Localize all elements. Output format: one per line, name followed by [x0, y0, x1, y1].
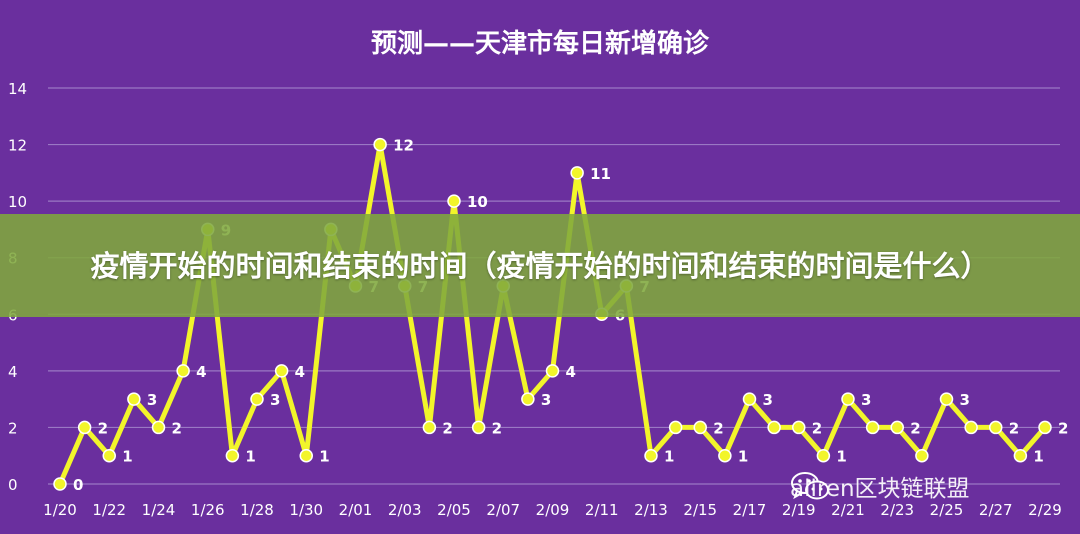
data-point — [447, 194, 461, 208]
y-tick-label: 4 — [8, 363, 18, 381]
y-tick-label: 0 — [8, 476, 18, 494]
data-point — [841, 392, 855, 406]
data-point — [915, 448, 929, 463]
x-tick-label: 1/20 — [43, 501, 77, 519]
x-tick-label: 2/05 — [437, 501, 471, 519]
x-tick-label: 1/28 — [240, 501, 274, 519]
x-tick-label: 2/29 — [1028, 501, 1062, 519]
wechat-icon — [791, 472, 829, 500]
data-point — [127, 392, 141, 406]
data-point — [865, 420, 880, 435]
data-label: 2 — [1009, 419, 1019, 437]
x-tick-label: 2/03 — [388, 501, 422, 519]
y-tick-label: 14 — [8, 80, 27, 98]
x-tick-label: 2/19 — [782, 501, 816, 519]
x-tick-label: 1/24 — [142, 501, 176, 519]
data-label: 2 — [172, 419, 182, 437]
x-tick-label: 1/26 — [191, 501, 225, 519]
data-point — [668, 420, 683, 435]
data-point — [767, 420, 781, 435]
data-point — [373, 137, 387, 152]
data-label: 2 — [492, 419, 502, 437]
headline-text: 疫情开始的时间和结束的时间（疫情开始的时间和结束的时间是什么） — [90, 248, 990, 283]
data-label: 4 — [196, 363, 206, 381]
data-point — [989, 420, 1003, 435]
x-axis-ticks: 1/20 1/22 1/24 1/26 1/28 1/30 2/01 2/03 2/05 2/07… — [43, 501, 1062, 519]
x-tick-label: 1/22 — [92, 501, 126, 519]
x-tick-label: 2/09 — [536, 501, 570, 519]
data-point — [792, 420, 806, 435]
data-label: 3 — [763, 391, 773, 409]
data-label: 3 — [861, 391, 871, 409]
data-point — [570, 166, 584, 180]
data-point — [102, 448, 116, 463]
y-tick-label: 12 — [8, 137, 27, 155]
data-label: 3 — [270, 391, 280, 409]
data-point — [250, 392, 264, 406]
data-point — [176, 364, 190, 378]
data-point — [1013, 448, 1028, 463]
data-point — [890, 420, 904, 435]
data-point — [545, 364, 560, 378]
data-point — [693, 420, 707, 435]
data-label: 1 — [319, 448, 329, 466]
data-label: 2 — [442, 419, 452, 437]
x-tick-label: 2/23 — [880, 501, 914, 519]
data-label: 1 — [122, 448, 132, 466]
data-label: 1 — [245, 448, 255, 466]
data-label: 10 — [467, 193, 488, 211]
data-point — [521, 392, 535, 406]
data-label: 2 — [1058, 419, 1068, 437]
data-point — [422, 420, 437, 435]
data-label: 1 — [1033, 448, 1043, 466]
data-label: 12 — [393, 137, 414, 155]
data-point — [742, 392, 757, 406]
chart-title: 预测——天津市每日新增确诊 — [371, 28, 710, 59]
data-label: 2 — [812, 419, 822, 437]
data-point — [151, 420, 166, 435]
data-label: 4 — [566, 363, 576, 381]
data-point — [471, 420, 486, 435]
data-point — [77, 420, 92, 435]
data-point — [816, 448, 831, 463]
data-point — [964, 420, 978, 435]
x-tick-label: 2/13 — [634, 501, 668, 519]
data-point — [644, 448, 658, 463]
watermark-text: aliren区块链联盟 — [790, 476, 970, 502]
x-tick-label: 1/30 — [289, 501, 323, 519]
data-label: 0 — [73, 476, 83, 494]
data-label: 1 — [664, 448, 674, 466]
x-tick-label: 2/27 — [979, 501, 1013, 519]
data-label: 11 — [590, 165, 611, 183]
data-label: 2 — [713, 419, 723, 437]
data-point — [939, 392, 954, 406]
data-label: 3 — [147, 391, 157, 409]
data-point — [225, 448, 240, 463]
headline-banner: 疫情开始的时间和结束的时间（疫情开始的时间和结束的时间是什么） — [0, 214, 1080, 317]
data-point — [299, 448, 313, 463]
x-tick-label: 2/11 — [585, 501, 619, 519]
x-tick-label: 2/07 — [486, 501, 520, 519]
data-point — [1038, 420, 1052, 435]
data-label: 1 — [738, 448, 748, 466]
data-point — [718, 448, 732, 463]
data-label: 2 — [910, 419, 920, 437]
x-tick-label: 2/25 — [930, 501, 964, 519]
data-label: 1 — [836, 448, 846, 466]
x-tick-label: 2/17 — [733, 501, 767, 519]
y-tick-label: 2 — [8, 419, 18, 437]
x-tick-label: 2/15 — [683, 501, 717, 519]
x-tick-label: 2/01 — [339, 501, 373, 519]
data-label: 3 — [960, 391, 970, 409]
data-label: 4 — [295, 363, 305, 381]
y-tick-label: 10 — [8, 193, 27, 211]
data-point — [53, 477, 67, 491]
data-point — [274, 364, 289, 378]
data-label: 3 — [541, 391, 551, 409]
watermark: aliren区块链联盟 — [790, 470, 970, 502]
data-label: 2 — [98, 419, 108, 437]
x-tick-label: 2/21 — [831, 501, 865, 519]
